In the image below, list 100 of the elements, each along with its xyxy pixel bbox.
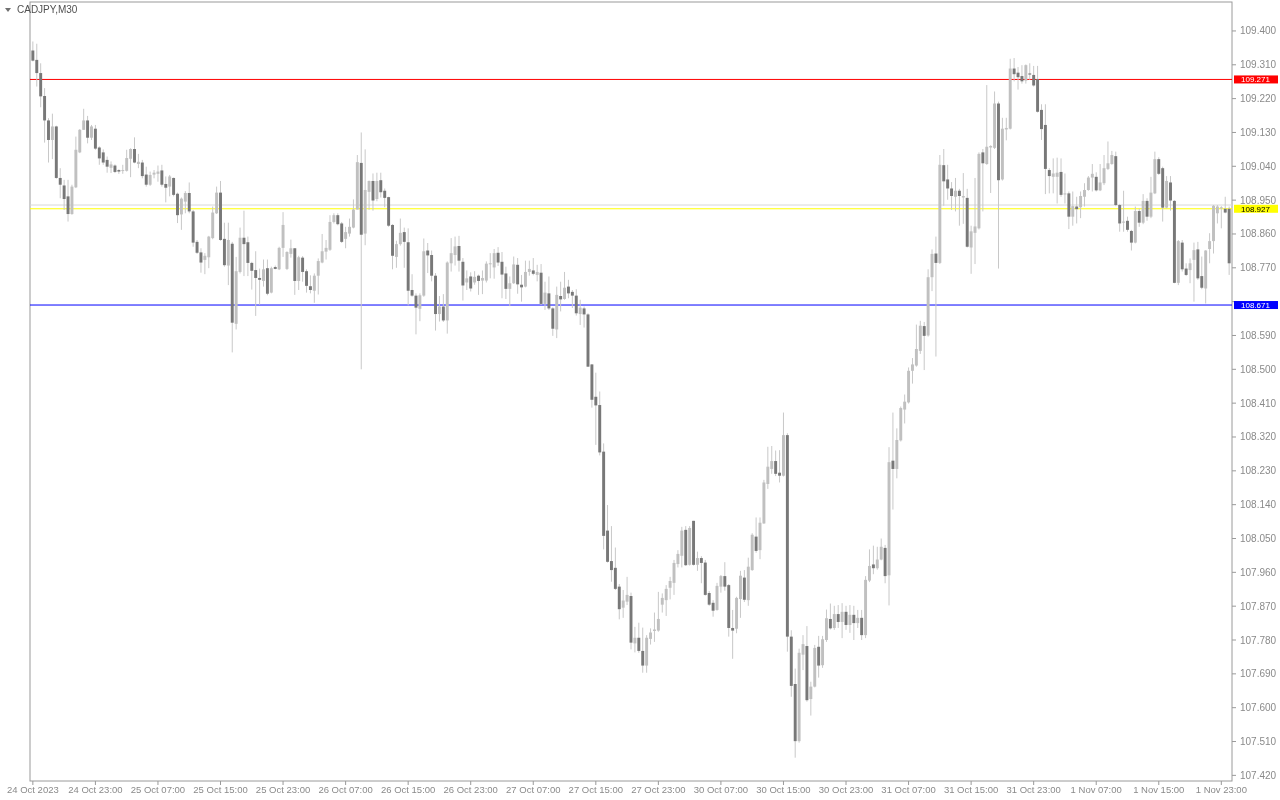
candlestick	[375, 172, 379, 202]
y-tick-label: 108.950	[1240, 194, 1277, 206]
candlestick	[183, 190, 187, 214]
y-tick-label: 109.310	[1240, 59, 1277, 71]
y-tick-label: 108.320	[1240, 431, 1277, 443]
candlestick	[469, 271, 473, 292]
candlestick	[1063, 172, 1067, 205]
candlestick	[840, 602, 844, 639]
candlestick	[832, 605, 836, 631]
candlestick	[523, 260, 527, 288]
x-tick-label: 27 Oct 07:00	[506, 784, 561, 795]
candlestick	[144, 166, 148, 188]
candlestick	[477, 274, 480, 296]
y-tick-label: 107.690	[1240, 668, 1277, 680]
y-tick-label: 109.400	[1240, 25, 1277, 37]
candlestick	[301, 255, 305, 283]
candlestick	[875, 546, 879, 571]
candlestick	[836, 604, 840, 629]
candlestick	[848, 604, 852, 634]
candlestick	[125, 149, 129, 173]
candlestick	[109, 160, 113, 174]
x-tick-label: 24 Oct 23:00	[68, 784, 123, 795]
candlestick	[465, 269, 469, 291]
candlestick	[1079, 190, 1083, 219]
candlestick	[516, 257, 520, 295]
candlestick	[946, 164, 950, 201]
candlestick	[437, 295, 441, 323]
y-tick-label: 108.770	[1240, 262, 1277, 274]
candlestick	[379, 172, 383, 198]
x-tick-label: 26 Oct 07:00	[318, 784, 373, 795]
candlestick	[254, 250, 258, 317]
candlestick	[566, 279, 570, 299]
y-tick-label: 108.410	[1240, 397, 1277, 409]
candlestick	[308, 274, 312, 294]
candlestick	[1192, 242, 1196, 303]
candlestick	[742, 569, 746, 603]
candlestick	[39, 62, 43, 108]
candlestick	[344, 226, 348, 249]
x-tick-label: 30 Oct 15:00	[756, 784, 811, 795]
candlestick	[398, 218, 402, 247]
candlestick	[1169, 175, 1172, 212]
candlestick	[117, 168, 121, 175]
candlestick	[856, 609, 860, 629]
candlestick	[1024, 63, 1028, 85]
candlestick	[512, 256, 516, 285]
x-tick-label: 24 Oct 2023	[6, 784, 59, 795]
y-tick-label: 108.590	[1240, 329, 1277, 341]
candlestick	[129, 147, 133, 178]
y-tick-label: 107.780	[1240, 634, 1277, 646]
candlestick	[394, 240, 398, 269]
candlestick	[453, 236, 457, 267]
x-tick-label: 26 Oct 23:00	[443, 784, 498, 795]
candlestick	[430, 250, 434, 282]
candlestick	[574, 288, 578, 317]
candlestick	[484, 260, 488, 283]
y-tick-label: 109.040	[1240, 160, 1277, 172]
x-tick-label: 25 Oct 07:00	[130, 784, 186, 795]
x-tick-label: 31 Oct 15:00	[943, 784, 999, 795]
candlestick	[492, 248, 496, 280]
candlestick	[312, 272, 316, 304]
candlestick	[699, 555, 703, 584]
candlestick	[641, 627, 645, 674]
candlestick	[82, 108, 86, 131]
x-tick-label: 1 Nov 23:00	[1195, 784, 1247, 795]
candlestick	[488, 252, 492, 279]
candlestick	[570, 289, 574, 309]
y-tick-label: 107.960	[1240, 566, 1277, 578]
x-tick-label: 31 Oct 23:00	[1006, 784, 1061, 795]
y-tick-label: 109.220	[1240, 93, 1277, 105]
candlestick	[297, 255, 301, 291]
candlestick	[1071, 190, 1075, 227]
candlestick	[1090, 163, 1094, 192]
x-tick-label: 27 Oct 23:00	[631, 784, 686, 795]
candlestick	[47, 117, 50, 164]
candlestick	[1055, 157, 1059, 205]
candlestick	[1208, 232, 1212, 264]
x-tick-label: 1 Nov 15:00	[1133, 784, 1185, 795]
candlestick	[660, 592, 664, 614]
candlestick	[179, 197, 183, 231]
x-tick-label: 30 Oct 07:00	[693, 784, 749, 795]
y-tick-label: 107.510	[1240, 736, 1277, 748]
candlestick	[508, 275, 512, 307]
candlestick	[66, 179, 70, 223]
x-tick-label: 1 Nov 07:00	[1070, 784, 1122, 795]
y-tick-label: 108.140	[1240, 499, 1277, 511]
candlestick	[950, 181, 954, 211]
ref-line-label: 109.271	[1241, 75, 1271, 85]
candlestick	[215, 186, 219, 215]
candlestick	[954, 177, 957, 212]
y-tick-label: 107.600	[1240, 702, 1277, 714]
candlestick	[582, 306, 586, 329]
chart-title: CADJPY,M30	[17, 4, 78, 15]
x-tick-label: 25 Oct 23:00	[255, 784, 311, 795]
candlestick	[985, 84, 989, 166]
candlestick	[637, 622, 641, 654]
candlestick	[563, 271, 567, 301]
candlestick	[1145, 197, 1149, 222]
y-tick-label: 108.500	[1240, 363, 1277, 375]
ref-line-label: 108.927	[1241, 204, 1271, 214]
candlestick	[258, 268, 262, 306]
